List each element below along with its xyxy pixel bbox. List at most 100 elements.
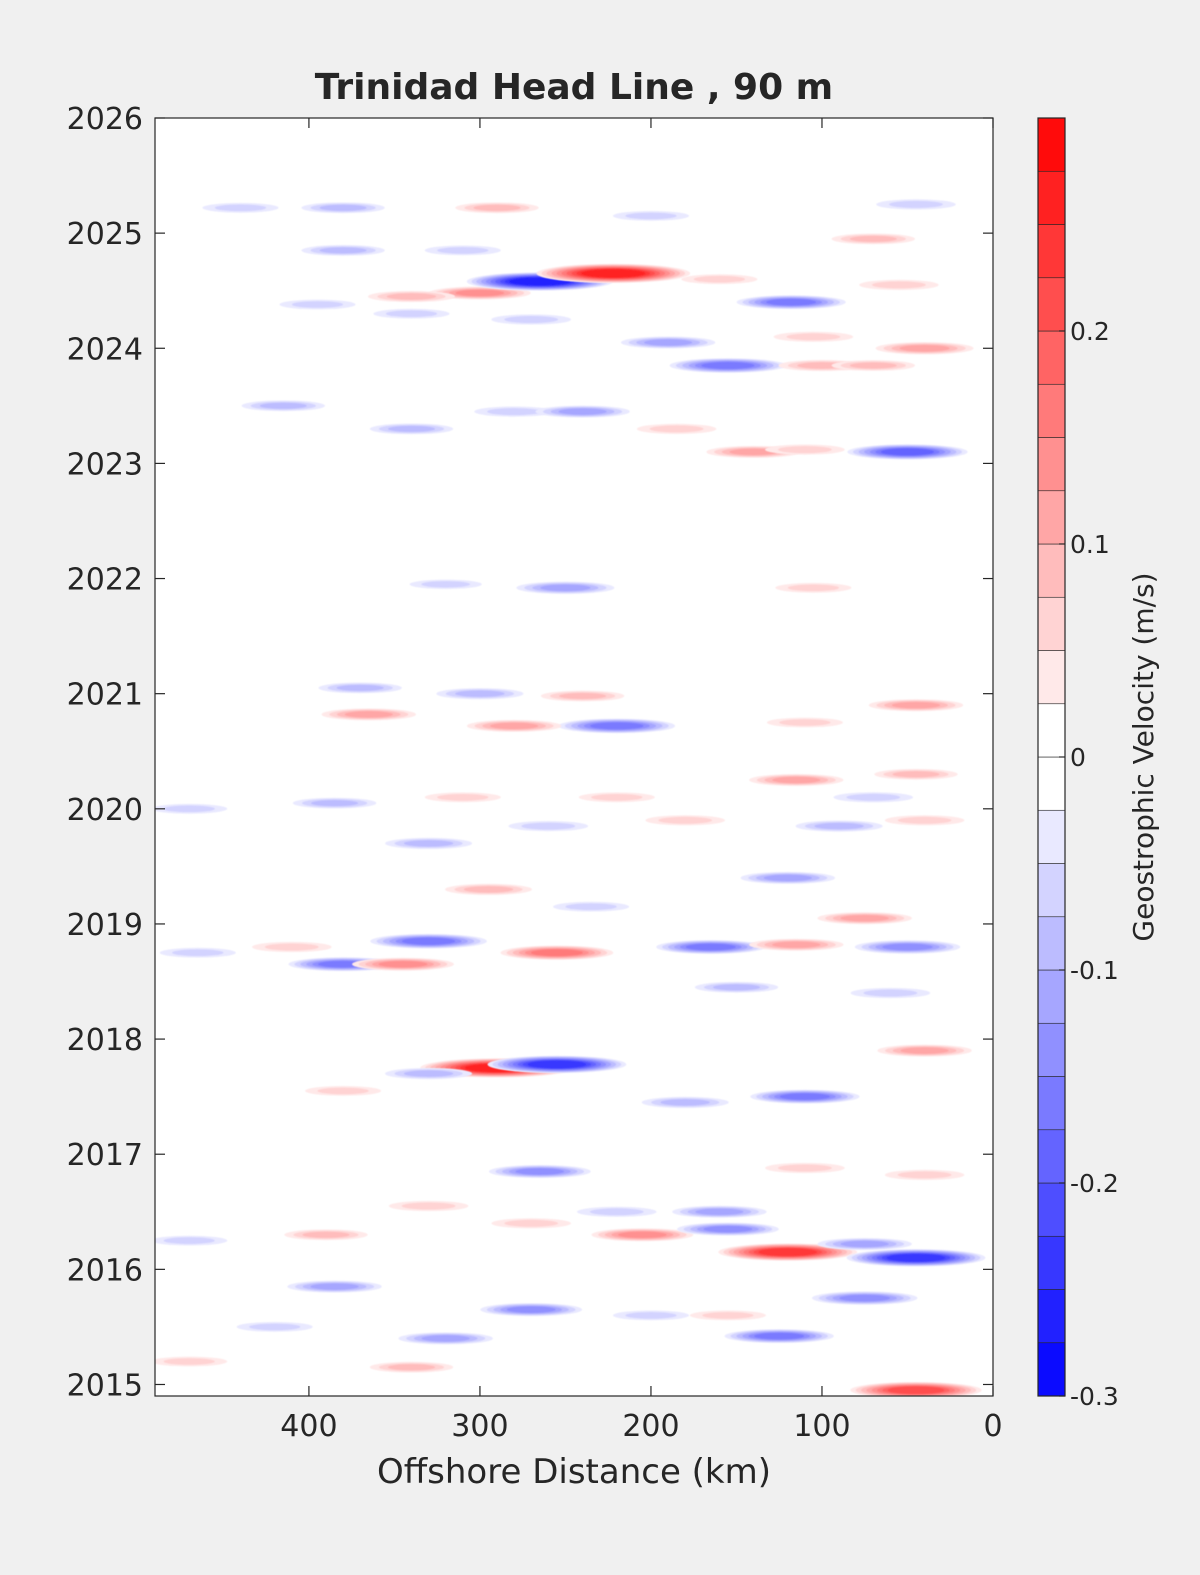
contour-level — [891, 702, 941, 709]
velocity-feature — [833, 792, 914, 803]
contour-level — [455, 690, 505, 697]
contour-level — [540, 584, 591, 591]
contour-level — [849, 362, 897, 369]
contour-level — [625, 1312, 677, 1319]
velocity-feature — [645, 815, 725, 826]
contour-level — [839, 1294, 890, 1302]
colorbar-level — [1037, 383, 1066, 438]
velocity-feature — [301, 202, 385, 214]
contour-level — [693, 275, 746, 283]
velocity-feature — [874, 768, 958, 780]
velocity-feature — [480, 1303, 583, 1317]
colorbar-level — [1037, 117, 1066, 172]
contour-level — [455, 289, 505, 297]
contour-level — [840, 915, 889, 922]
colorbar-level — [1037, 756, 1066, 811]
velocity-feature — [578, 792, 655, 803]
contour-level — [249, 1323, 301, 1331]
velocity-feature — [669, 358, 787, 373]
colorbar-level — [1037, 596, 1066, 651]
velocity-feature — [850, 987, 931, 999]
contour-level — [473, 204, 521, 211]
colorbar-level — [1037, 437, 1066, 492]
colorbar-level — [1037, 650, 1066, 705]
velocity-feature — [718, 1243, 858, 1261]
velocity-feature — [409, 579, 482, 589]
contour-level — [302, 1231, 350, 1238]
velocity-feature — [620, 336, 716, 349]
colorbar-level — [1037, 1289, 1066, 1344]
contour-level — [658, 816, 713, 824]
contour-level — [625, 212, 677, 220]
x-axis-label: Offshore Distance (km) — [377, 1452, 771, 1492]
velocity-feature — [455, 202, 539, 214]
velocity-feature — [817, 912, 912, 925]
contour-level — [385, 310, 438, 318]
colorbar-level — [1037, 1129, 1066, 1184]
velocity-feature — [775, 582, 852, 593]
velocity-feature — [424, 245, 501, 256]
contour-level — [758, 1248, 818, 1256]
x-tick-label: 0 — [983, 1409, 1002, 1444]
colorbar-level — [1037, 1235, 1066, 1290]
velocity-feature — [287, 1280, 382, 1293]
velocity-feature — [847, 444, 968, 460]
colorbar-level — [1037, 224, 1066, 279]
y-tick-label: 2016 — [67, 1253, 143, 1288]
velocity-feature — [817, 1238, 912, 1250]
contour-level — [685, 943, 736, 951]
contour-level — [589, 1208, 644, 1216]
y-tick-label: 2015 — [67, 1368, 143, 1403]
colorbar-level — [1037, 170, 1066, 225]
velocity-feature — [292, 797, 377, 809]
velocity-feature — [474, 406, 554, 417]
velocity-feature — [301, 245, 385, 256]
contour-level — [897, 816, 952, 824]
contour-level — [172, 949, 224, 956]
velocity-feature — [795, 820, 883, 832]
velocity-feature — [445, 883, 532, 896]
velocity-feature — [540, 690, 625, 702]
colorbar-level — [1037, 1022, 1066, 1077]
velocity-feature — [491, 1218, 571, 1229]
velocity-feature — [202, 202, 279, 213]
contour-level — [401, 937, 456, 945]
velocity-feature — [424, 792, 501, 803]
velocity-feature — [846, 1249, 986, 1267]
contour-level — [317, 1087, 369, 1095]
contour-level — [259, 402, 307, 409]
contour-level — [336, 684, 384, 691]
contour-level — [378, 961, 428, 968]
contour-level — [559, 693, 607, 699]
velocity-feature — [812, 1291, 918, 1305]
velocity-feature — [279, 299, 356, 310]
velocity-feature — [373, 308, 450, 319]
colorbar-level — [1037, 330, 1066, 385]
contour-level — [163, 1237, 215, 1244]
velocity-feature — [749, 774, 844, 786]
plot-frame — [154, 117, 994, 1397]
contour-level — [846, 793, 901, 801]
colorbar-level — [1037, 969, 1066, 1024]
velocity-feature — [672, 1205, 767, 1218]
velocity-feature — [370, 933, 487, 949]
contour-level — [437, 247, 489, 254]
contour-level — [886, 1254, 946, 1262]
contour-level — [387, 1364, 436, 1371]
contour-level — [892, 771, 940, 778]
contour-level — [763, 874, 812, 882]
contour-level — [319, 247, 367, 254]
contour-level — [900, 1047, 949, 1054]
contour-level — [712, 984, 761, 991]
y-tick-label: 2020 — [67, 793, 143, 828]
velocity-feature — [500, 945, 614, 960]
velocity-feature — [854, 940, 961, 954]
x-axis: 400 300 200 100 0 — [280, 118, 1003, 1444]
contour-level — [581, 269, 646, 278]
contour-level — [779, 1093, 830, 1100]
contour-level — [319, 204, 367, 211]
velocity-feature — [155, 803, 228, 814]
velocity-feature — [516, 581, 615, 594]
plot-area — [155, 118, 993, 1396]
y-tick-label: 2025 — [67, 217, 143, 252]
